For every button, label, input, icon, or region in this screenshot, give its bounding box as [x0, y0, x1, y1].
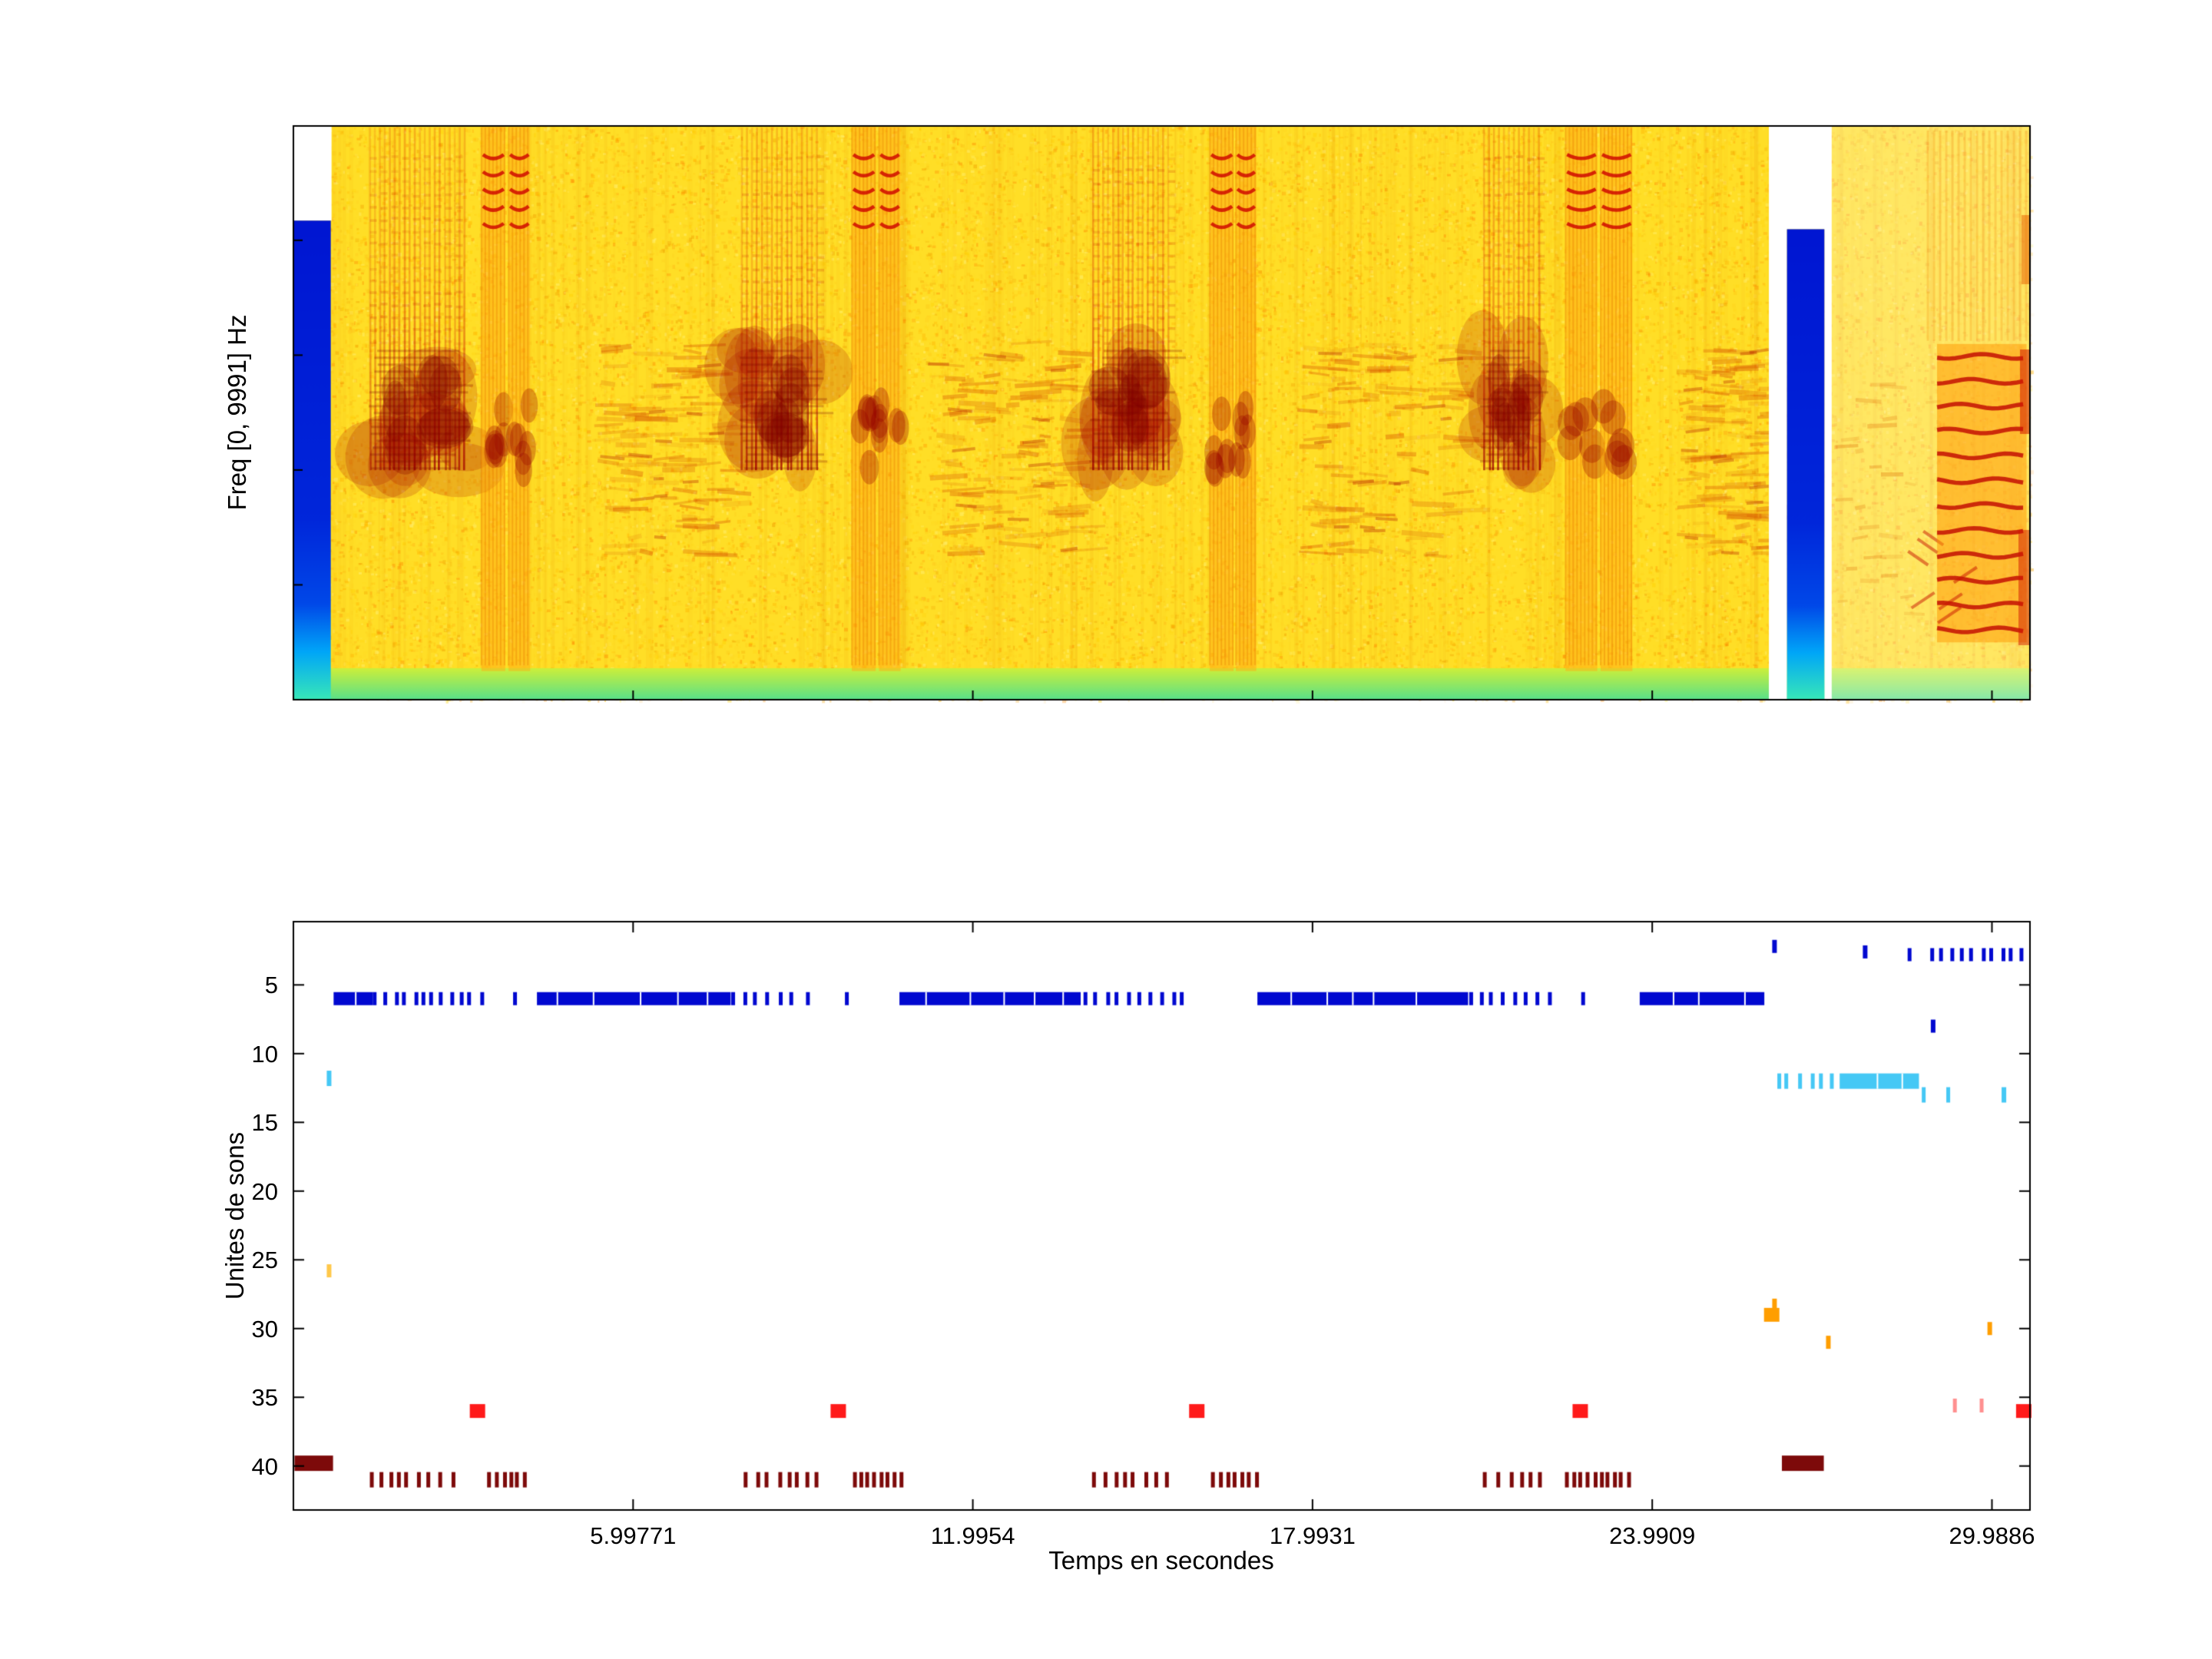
figure-canvas — [0, 0, 2212, 1659]
matlab-figure: Freq [0, 9991] Hz Unites de sons Temps e… — [0, 0, 2212, 1659]
